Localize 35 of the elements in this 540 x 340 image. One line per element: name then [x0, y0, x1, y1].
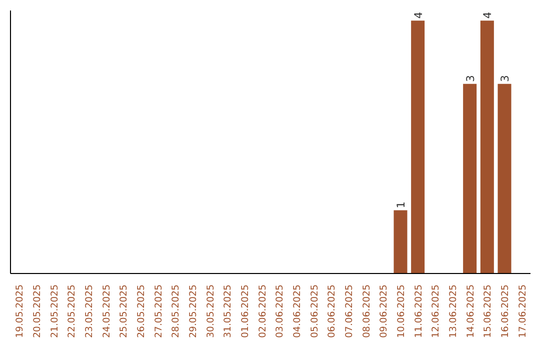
- data-label: 4: [412, 12, 425, 19]
- data-label: 1: [394, 202, 408, 208]
- data-label: 4: [481, 12, 494, 19]
- x-tick-label: 15.06.2025: [482, 284, 494, 338]
- x-tick-label: 10.06.2025: [396, 284, 407, 338]
- x-tick-label: 13.06.2025: [448, 284, 459, 338]
- x-tick-label: 27.05.2025: [153, 284, 164, 338]
- x-tick-label: 22.05.2025: [66, 284, 78, 338]
- x-tick-label: 01.06.2025: [240, 284, 251, 338]
- x-tick-label: 05.06.2025: [309, 284, 320, 338]
- x-tick-label: 02.06.2025: [257, 284, 268, 338]
- x-tick-label: 11.06.2025: [413, 284, 424, 338]
- x-tick-label: 23.05.2025: [84, 284, 95, 338]
- x-tick-label: 20.05.2025: [32, 284, 43, 338]
- x-tick-label: 03.06.2025: [274, 284, 286, 338]
- x-tick-label: 14.06.2025: [465, 284, 476, 338]
- x-tick-label: 08.06.2025: [361, 284, 372, 338]
- x-tick-label: 29.05.2025: [188, 284, 199, 338]
- x-tick-label: 09.06.2025: [378, 284, 390, 338]
- x-tick-label: 31.05.2025: [222, 284, 234, 338]
- x-tick-label: 25.05.2025: [118, 284, 130, 338]
- x-tick-label: 04.06.2025: [292, 284, 303, 338]
- x-tick-label: 16.06.2025: [500, 284, 511, 338]
- data-label: 3: [498, 75, 512, 82]
- x-tick-label: 28.05.2025: [170, 284, 182, 338]
- x-tick-label: 17.06.2025: [517, 284, 528, 338]
- x-tick-label: 24.05.2025: [101, 284, 112, 338]
- x-tick-label: 19.05.2025: [14, 284, 26, 338]
- data-label: 3: [464, 75, 477, 82]
- x-tick-label: 30.05.2025: [205, 284, 216, 338]
- x-tick-label: 06.06.2025: [326, 284, 338, 338]
- x-tick-label: 12.06.2025: [430, 284, 442, 338]
- x-tick-label: 07.06.2025: [344, 284, 355, 338]
- x-tick-label: 26.05.2025: [136, 284, 147, 338]
- x-tick-label: 21.05.2025: [49, 284, 60, 338]
